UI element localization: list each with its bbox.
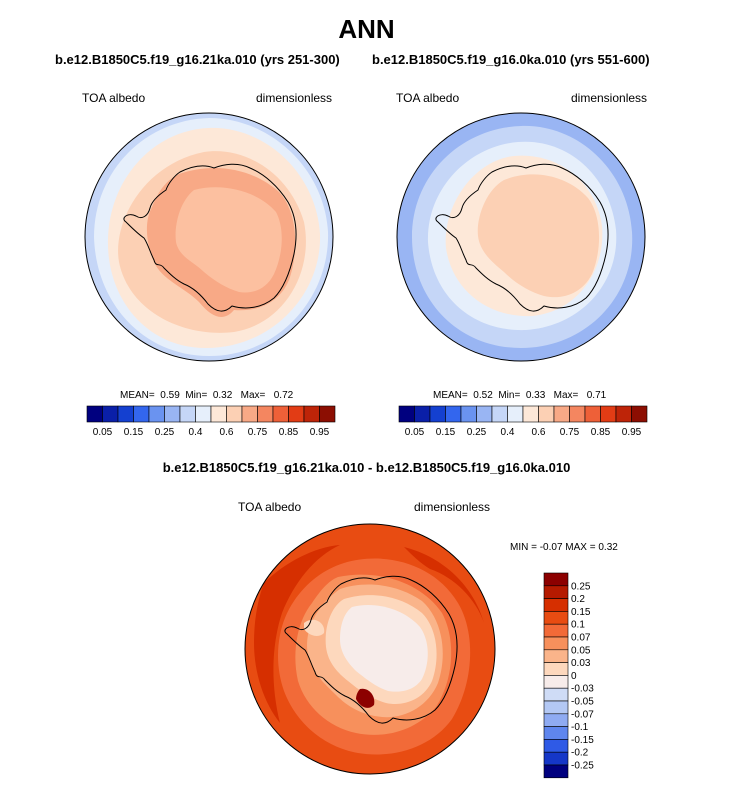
difference-polar-map: [244, 523, 496, 775]
panel-2-colorbar-tick-label: 0.75: [560, 427, 580, 437]
difference-minmax: MIN = -0.07 MAX = 0.32: [510, 542, 618, 553]
difference-colorbar-tick-label: 0.03: [571, 658, 591, 669]
panel-2-colorbar-tick-label: 0.95: [622, 427, 642, 437]
difference-colorbar-box: [543, 751, 569, 766]
panel-1-colorbar-box: [195, 405, 212, 423]
panel-2-colorbar-box: [398, 405, 415, 423]
panel-2-colorbar-box: [507, 405, 524, 423]
panel-1-colorbar-tick-label: 0.25: [155, 427, 175, 437]
panel-1-colorbar-tick-label: 0.15: [124, 427, 144, 437]
difference-colorbar-box: [543, 572, 569, 587]
panel-1-colorbar-box: [102, 405, 119, 423]
panel-2-stats: MEAN= 0.52 Min= 0.33 Max= 0.71: [433, 390, 607, 401]
panel-2-colorbar-box: [631, 405, 648, 423]
difference-colorbar-tick-label: -0.07: [571, 709, 594, 720]
panel-1-colorbar-tick-label: 0.6: [220, 427, 234, 437]
panel-2-colorbar-box: [600, 405, 617, 423]
difference-colorbar-tick-label: -0.25: [571, 761, 594, 772]
panel-1-colorbar-box: [272, 405, 289, 423]
figure-title: ANN: [338, 14, 395, 44]
panel-2-units-label: dimensionless: [571, 91, 648, 105]
difference-colorbar-tick-label: 0.2: [571, 594, 585, 605]
panel-1-colorbar-box: [226, 405, 243, 423]
difference-units-label: dimensionless: [414, 500, 491, 514]
difference-colorbar-box: [543, 662, 569, 676]
panel-2-colorbar-tick-label: 0.15: [436, 427, 456, 437]
panel-1-colorbar-box: [133, 405, 150, 423]
panel-1-colorbar-box: [164, 405, 181, 423]
difference-colorbar-box: [543, 623, 569, 638]
panel-2-colorbar-box: [538, 405, 555, 423]
panel-1-colorbar-tick-label: 0.95: [310, 427, 330, 437]
panel-2-colorbar-box: [522, 405, 539, 423]
panel-1-colorbar: 0.05 0.15 0.25 0.4 0.6 0.75 0.85 0.95: [86, 405, 336, 437]
panel-2-colorbar-box: [476, 405, 493, 423]
panel-1-colorbar-box: [86, 405, 103, 423]
difference-colorbar-tick-label: 0.05: [571, 645, 591, 656]
difference-colorbar-box: [543, 700, 569, 715]
difference-colorbar: 0.250.20.150.10.070.050.030-0.03-0.05-0.…: [543, 572, 594, 779]
difference-colorbar-tick-label: 0.07: [571, 633, 591, 644]
difference-colorbar-tick-label: -0.1: [571, 722, 589, 733]
panel-1-colorbar-box: [148, 405, 165, 423]
difference-colorbar-tick-label: 0.25: [571, 581, 591, 592]
panel-1-case-title: b.e12.B1850C5.f19_g16.21ka.010 (yrs 251-…: [55, 52, 340, 67]
difference-colorbar-tick-label: 0.1: [571, 620, 585, 631]
panel-2-colorbar-tick-label: 0.25: [467, 427, 487, 437]
panel-1-colorbar-box: [117, 405, 134, 423]
difference-colorbar-box: [543, 598, 569, 612]
difference-colorbar-box: [543, 611, 569, 625]
panel-2-colorbar-box: [445, 405, 462, 423]
panel-1-colorbar-box: [179, 405, 196, 423]
panel-1-variable-label: TOA albedo: [82, 91, 146, 105]
panel-1-colorbar-tick-label: 0.4: [189, 427, 203, 437]
difference-title: b.e12.B1850C5.f19_g16.21ka.010 - b.e12.B…: [162, 460, 571, 475]
panel-2-case-title: b.e12.B1850C5.f19_g16.0ka.010 (yrs 551-6…: [372, 52, 650, 67]
difference-colorbar-box: [543, 726, 569, 740]
panel-1-colorbar-tick-label: 0.85: [279, 427, 299, 437]
panel-1-colorbar-box: [319, 405, 336, 423]
panel-2-variable-label: TOA albedo: [396, 91, 460, 105]
difference-colorbar-tick-label: 0.15: [571, 607, 591, 618]
difference-colorbar-tick-label: 0: [571, 671, 577, 682]
panel-2-colorbar-tick-label: 0.4: [501, 427, 515, 437]
panel-2-colorbar: 0.05 0.15 0.25 0.4 0.6 0.75 0.85 0.95: [398, 405, 648, 437]
panel-2-colorbar-box: [460, 405, 477, 423]
panel-1-colorbar-box: [303, 405, 320, 423]
panel-2-colorbar-box: [569, 405, 586, 423]
panel-1-colorbar-box: [257, 405, 274, 423]
difference-variable-label: TOA albedo: [238, 500, 302, 514]
panel-1-colorbar-tick-label: 0.75: [248, 427, 268, 437]
difference-colorbar-box: [543, 687, 569, 702]
difference-colorbar-box: [543, 636, 569, 651]
difference-colorbar-tick-label: -0.03: [571, 684, 594, 695]
panel-1-colorbar-box: [210, 405, 227, 423]
difference-colorbar-tick-label: -0.2: [571, 748, 589, 759]
panel-2-colorbar-box: [584, 405, 601, 423]
panel-2-colorbar-box: [429, 405, 446, 423]
panel-1-colorbar-box: [288, 405, 305, 423]
difference-colorbar-tick-label: -0.05: [571, 697, 594, 708]
difference-colorbar-box: [543, 739, 569, 753]
panel-1-polar-map: [84, 112, 334, 362]
difference-colorbar-box: [543, 764, 569, 779]
panel-2-colorbar-tick-label: 0.05: [405, 427, 425, 437]
panel-1-stats: MEAN= 0.59 Min= 0.32 Max= 0.72: [120, 390, 294, 401]
panel-1-colorbar-tick-label: 0.05: [93, 427, 113, 437]
panel-1-units-label: dimensionless: [256, 91, 333, 105]
panel-2-colorbar-box: [414, 405, 431, 423]
difference-colorbar-box: [543, 713, 569, 727]
panel-2-colorbar-box: [553, 405, 570, 423]
panel-2-colorbar-tick-label: 0.6: [532, 427, 546, 437]
difference-colorbar-tick-label: -0.15: [571, 735, 594, 746]
panel-2-colorbar-tick-label: 0.85: [591, 427, 611, 437]
difference-colorbar-box: [543, 649, 569, 663]
panel-1-colorbar-box: [241, 405, 258, 423]
difference-colorbar-box: [543, 675, 569, 689]
panel-2-polar-map: [396, 112, 646, 362]
panel-2-colorbar-box: [491, 405, 508, 423]
difference-colorbar-box: [543, 585, 569, 599]
panel-2-colorbar-box: [615, 405, 632, 423]
